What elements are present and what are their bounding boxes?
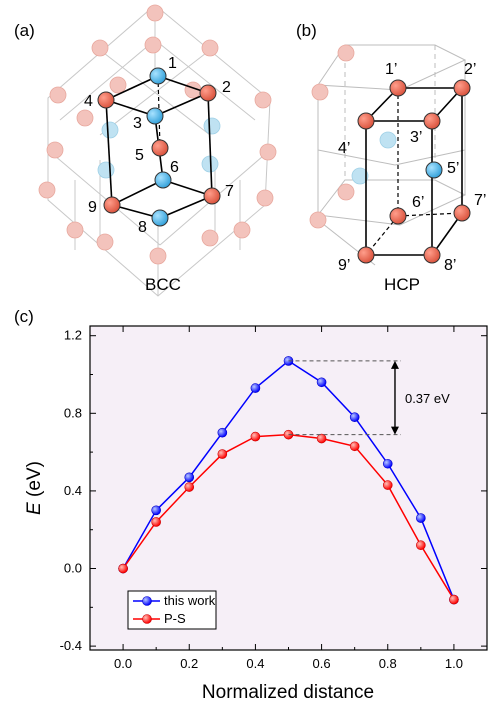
hcp-label-3: 3’ — [410, 129, 422, 146]
legend-label-this-work: this work — [164, 593, 216, 608]
bcc-atom-2 — [199, 84, 217, 102]
y-tick-label: 0.8 — [64, 405, 82, 420]
bcc-atom-8 — [151, 209, 169, 227]
legend-box — [127, 590, 217, 630]
hcp-label-1: 1’ — [385, 61, 397, 78]
bcc-label-1: 1 — [168, 55, 177, 72]
y-axis-label-symbol: E — [24, 502, 45, 515]
hcp-atom-4 — [357, 112, 375, 130]
point-p-s — [151, 517, 161, 527]
bcc-label-2: 2 — [222, 79, 231, 96]
point-p-s — [416, 540, 426, 551]
hcp-label-6: 6’ — [412, 194, 424, 211]
point-this-work — [217, 427, 228, 438]
bcc-caption: BCC — [145, 275, 181, 294]
bcc-atom-labels: 1 2 3 4 5 6 7 8 9 — [84, 55, 234, 236]
bcc-atom-1 — [149, 67, 167, 85]
panel-b-hcp: (b) — [296, 21, 486, 294]
x-axis-label: Normalized distance — [202, 682, 374, 703]
bcc-label-9: 9 — [88, 199, 97, 216]
panel-b-tag: (b) — [296, 21, 317, 40]
legend-marker-this-work — [142, 596, 152, 606]
point-p-s — [382, 480, 393, 490]
hcp-atom-2 — [453, 79, 471, 97]
bcc-background-atoms — [38, 4, 277, 265]
bcc-label-8: 8 — [138, 219, 147, 236]
point-p-s — [349, 441, 360, 452]
hcp-atom-9 — [357, 246, 375, 264]
hcp-label-8: 8’ — [444, 257, 456, 274]
point-this-work — [151, 505, 161, 516]
x-tick-label: 0.8 — [379, 656, 397, 671]
annotation-layer: 0.37 eV — [288, 360, 450, 436]
bcc-label-6: 6 — [170, 159, 179, 176]
y-axis-label-unit: (eV) — [24, 461, 45, 502]
hcp-label-5: 5’ — [447, 160, 459, 177]
hcp-background-atoms — [309, 44, 355, 229]
point-this-work — [382, 458, 393, 469]
bcc-label-4: 4 — [84, 93, 93, 110]
x-tick-label: 0.4 — [246, 656, 264, 671]
point-p-s — [250, 431, 261, 442]
annotation-label: 0.37 eV — [405, 391, 450, 406]
bcc-atom-5 — [151, 139, 169, 157]
hcp-atom-8 — [423, 246, 441, 264]
hcp-prism-lines — [365, 87, 463, 256]
x-tick-label: 0.0 — [114, 656, 132, 671]
hcp-main-atoms — [357, 79, 471, 264]
bcc-label-3: 3 — [133, 115, 142, 132]
point-p-s — [118, 563, 128, 574]
y-tick-label: 0.4 — [64, 483, 82, 498]
legend-marker-ps — [142, 614, 152, 624]
point-this-work — [416, 513, 426, 523]
bcc-atom-3 — [146, 107, 164, 125]
annotation-arrowhead-down — [390, 426, 399, 435]
x-tick-label: 1.0 — [445, 656, 463, 671]
hcp-label-7: 7’ — [474, 192, 486, 209]
y-tick-label: 0.0 — [64, 561, 82, 576]
annotation-arrowhead-up — [390, 360, 399, 369]
hcp-atom-5 — [425, 161, 443, 179]
hcp-label-9: 9’ — [338, 257, 350, 274]
bcc-atom-4 — [97, 91, 115, 109]
y-tick-label: 1.2 — [64, 328, 82, 343]
bcc-main-atoms — [97, 67, 221, 227]
x-tick-label: 0.2 — [180, 656, 198, 671]
legend: this work P-S — [127, 590, 217, 630]
bcc-label-5: 5 — [135, 147, 144, 164]
axes: 0.0 0.2 0.4 0.6 0.8 1.0 -0.4 0.0 0.4 0.8 1.2 — [60, 326, 487, 671]
point-this-work — [184, 472, 195, 483]
x-tick-label: 0.6 — [313, 656, 331, 671]
bcc-atom-7 — [203, 187, 221, 205]
panel-c-tag: (c) — [14, 307, 34, 326]
point-p-s — [449, 594, 459, 605]
legend-label-ps: P-S — [164, 611, 186, 626]
hcp-atom-1 — [389, 79, 407, 97]
point-this-work — [349, 412, 360, 422]
panel-a-bcc: (a) — [14, 4, 277, 297]
y-axis-label: E (eV) — [24, 461, 45, 515]
plot-frame — [89, 325, 488, 651]
hcp-atom-3 — [423, 112, 441, 130]
point-p-s — [217, 449, 228, 459]
hcp-label-4: 4’ — [338, 140, 350, 157]
panel-a-tag: (a) — [14, 21, 35, 40]
hcp-atom-labels: 1’ 2’ 3’ 4’ 5’ 6’ 7’ 8’ 9’ — [338, 61, 486, 274]
bcc-atom-9 — [103, 196, 121, 214]
bcc-label-7: 7 — [225, 183, 234, 200]
hcp-label-2: 2’ — [464, 61, 476, 78]
hcp-atom-6 — [389, 207, 407, 225]
hcp-atom-7 — [453, 204, 471, 222]
hcp-caption: HCP — [384, 275, 420, 294]
point-p-s — [316, 433, 327, 444]
panel-c-chart: (c) 0.0 0.2 0.4 0.6 0.8 1.0 -0.4 0.0 0.4 0.8 1.2 0… — [14, 307, 488, 703]
point-this-work — [316, 377, 327, 388]
point-this-work — [250, 383, 261, 393]
y-tick-label: -0.4 — [60, 638, 82, 653]
bcc-atom-6 — [154, 171, 172, 189]
hcp-background-blue-atoms — [351, 131, 397, 185]
point-p-s — [184, 482, 195, 492]
